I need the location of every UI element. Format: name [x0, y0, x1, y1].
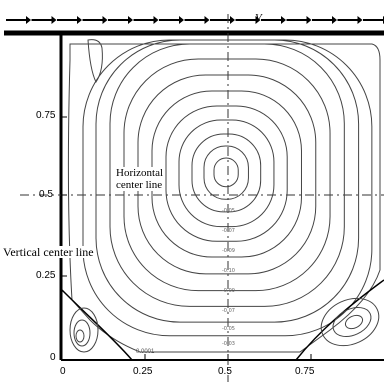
- contour-value-label: -0.05: [222, 326, 235, 332]
- contour-value-labels: -0.05 -0.07 -0.09 -0.10 -0.09 -0.07 -0.05 -0.03: [222, 208, 235, 347]
- y-tick-label-025: 0.25: [36, 270, 56, 281]
- streamline-contour: [213, 157, 239, 188]
- x-tick-label-025: 0.25: [133, 366, 153, 377]
- horizontal-center-line-label: Horizontal center line: [116, 167, 164, 191]
- streamline-contour: [203, 145, 249, 200]
- streamline-contour: [137, 74, 317, 275]
- y-tick-label-075: 0.75: [36, 110, 56, 121]
- lid-velocity-label: V: [255, 12, 262, 24]
- lid-arrow-head: [51, 16, 57, 24]
- contour-value-label: -0.03: [222, 341, 235, 347]
- streamline-contour: [178, 119, 275, 228]
- x-tick-label-05: 0.5: [218, 366, 232, 377]
- left-corner-separatrix: [61, 289, 133, 361]
- lid-arrow-head: [102, 16, 108, 24]
- lid-arrow-head: [255, 16, 261, 24]
- right-corner-eddy-inner: [332, 306, 372, 338]
- x-tick-label-075: 0.75: [295, 366, 315, 377]
- vertical-center-line-label: Vertical center line: [3, 245, 94, 259]
- lid-arrow-head: [179, 16, 184, 24]
- axis-ticks: [61, 116, 312, 360]
- right-corner-eddy-core: [344, 314, 364, 330]
- lid-arrow-head: [357, 16, 363, 24]
- streamline-contours: [67, 39, 381, 353]
- x-tick-label-0: 0: [60, 366, 66, 377]
- corner-contour-label: 0.0001: [136, 349, 155, 355]
- top-left-eddy: [87, 39, 103, 83]
- right-corner-eddy: [320, 297, 380, 347]
- lid-arrow-head: [153, 16, 159, 24]
- outer-streamline: [67, 43, 381, 353]
- y-tick-label-0: 0: [50, 352, 56, 363]
- lid-arrow-head: [281, 16, 286, 24]
- streamline-contour: [191, 133, 262, 213]
- lid-arrow-head: [332, 16, 337, 24]
- lid-arrow-head: [204, 16, 210, 24]
- lid-arrow-head: [128, 16, 133, 24]
- contour-value-label: -0.09: [222, 248, 235, 254]
- left-corner-eddy: [69, 307, 99, 353]
- corner-vortices: [61, 279, 384, 361]
- lid-velocity-arrows: [6, 16, 384, 24]
- lid-arrow-head: [230, 16, 235, 24]
- left-corner-eddy-inner: [73, 319, 91, 347]
- contour-value-label: -0.10: [222, 268, 235, 274]
- streamline-contour: [165, 105, 288, 242]
- lid-arrow-head: [306, 16, 312, 24]
- streamline-contour: [82, 39, 373, 337]
- contour-value-label: -0.09: [222, 288, 235, 294]
- y-tick-label-05: 0.5: [39, 189, 53, 200]
- lid-arrow-head: [77, 16, 82, 24]
- left-corner-eddy-core: [75, 329, 85, 343]
- contour-value-label: -0.07: [222, 308, 235, 314]
- contour-value-label: -0.05: [222, 208, 235, 214]
- lid-arrow-head: [26, 16, 31, 24]
- contour-value-label: -0.07: [222, 228, 235, 234]
